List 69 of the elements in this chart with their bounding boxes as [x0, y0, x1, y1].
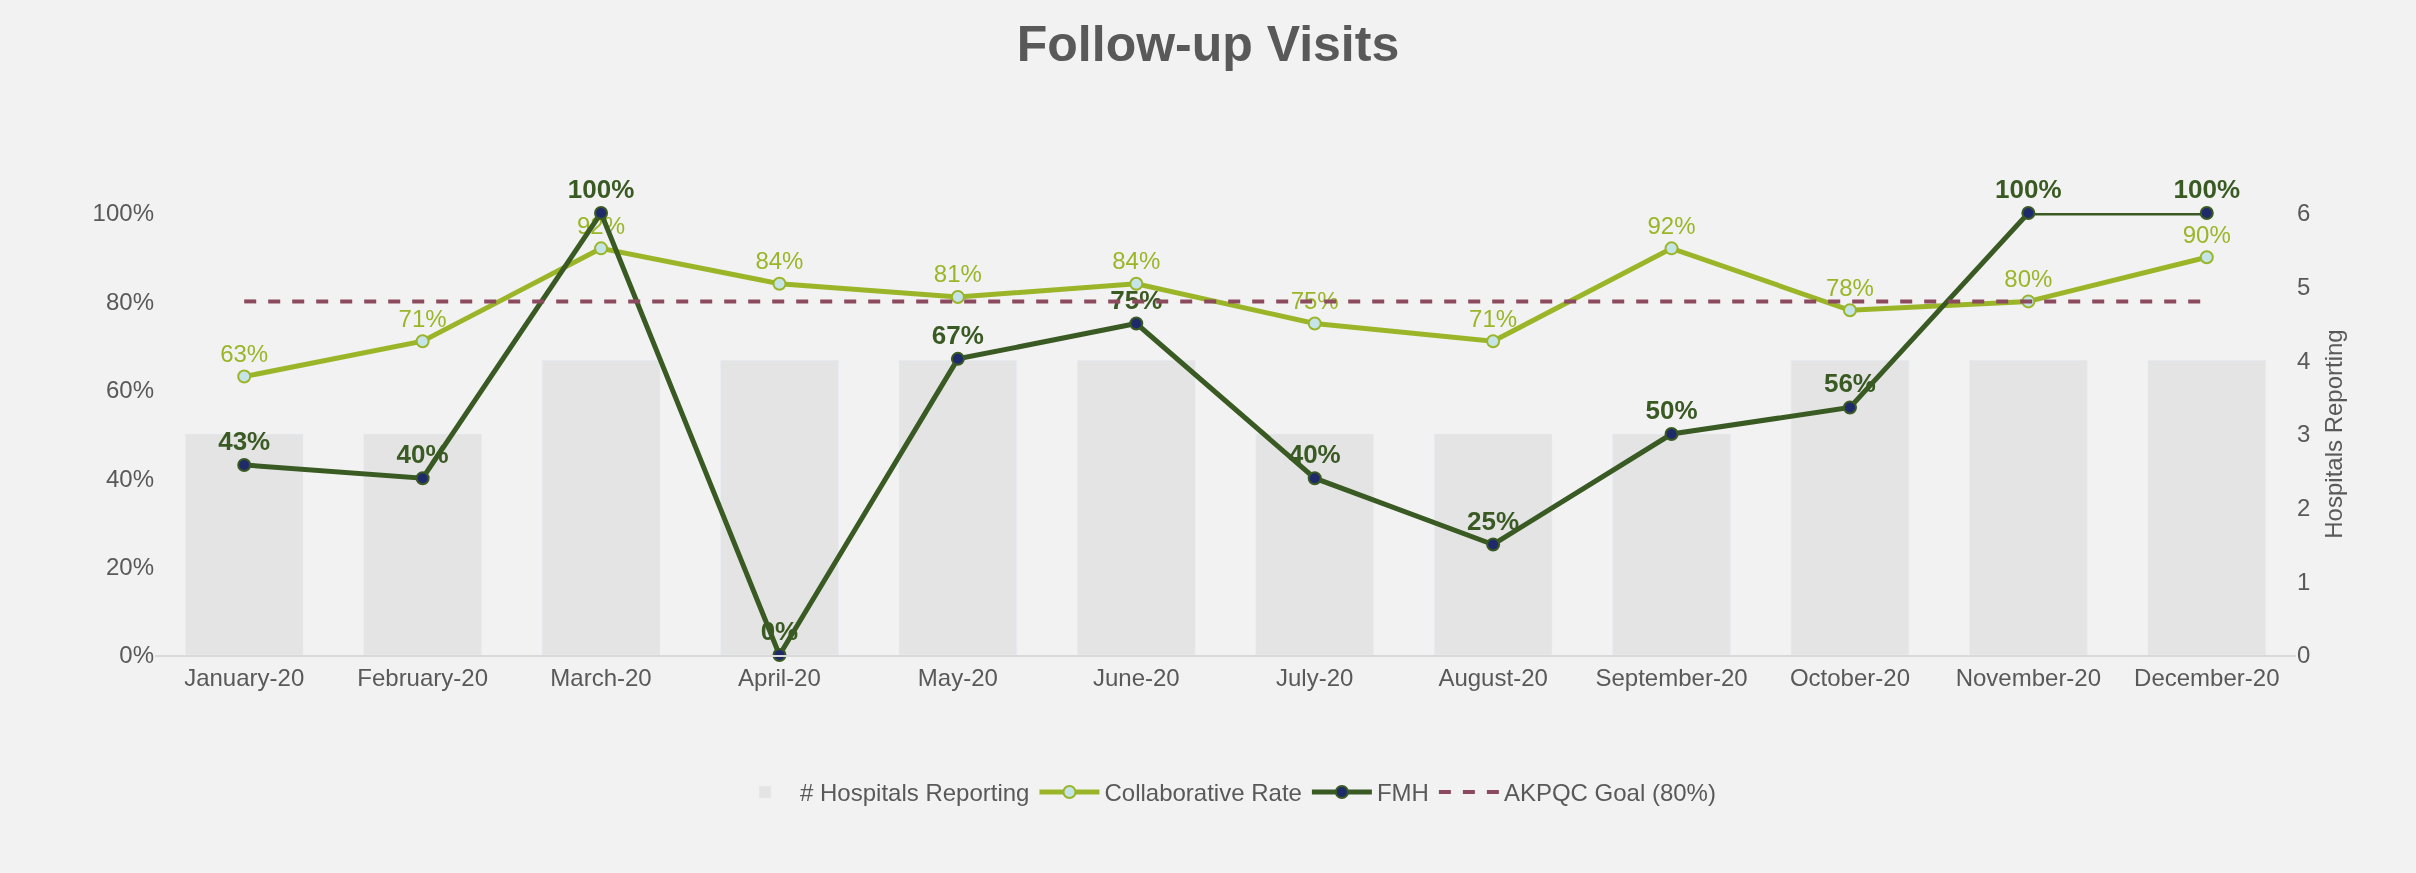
point [1486, 537, 1501, 552]
point [772, 276, 787, 291]
point [594, 241, 609, 256]
data-label: 78% [1825, 273, 1874, 301]
x-tick-label: June-20 [1092, 663, 1180, 691]
y-tick-label: 100% [92, 199, 154, 227]
point [950, 289, 965, 304]
data-label: 81% [933, 260, 982, 288]
y2-tick-label: 4 [2297, 346, 2311, 374]
data-label: 100% [567, 174, 635, 204]
data-label: 63% [220, 340, 269, 368]
point [1307, 316, 1322, 331]
point [237, 457, 252, 472]
point [2021, 206, 2036, 220]
y2-tick-label: 2 [2297, 494, 2311, 522]
data-label: 84% [755, 247, 804, 275]
y2-tick-label: 1 [2297, 567, 2311, 595]
y2-tick-label: 0 [2297, 641, 2311, 669]
point [1842, 400, 1857, 415]
point [415, 334, 430, 349]
chart-title: Follow-up Visits [1016, 16, 1400, 73]
x-tick-label: October-20 [1789, 663, 1910, 691]
y-tick-label: 20% [105, 553, 154, 580]
point [950, 351, 965, 366]
x-tick-label: January-20 [184, 663, 305, 691]
y2-tick-label: 3 [2297, 420, 2311, 448]
y2-tick-label: 6 [2297, 199, 2311, 227]
point [2199, 250, 2214, 265]
point [1486, 334, 1501, 349]
point [1664, 241, 1679, 256]
y-tick-label: 60% [105, 376, 154, 404]
data-label: 43% [218, 425, 271, 456]
data-label: 25% [1467, 505, 1520, 536]
point [415, 471, 430, 486]
x-tick-label: August-20 [1438, 663, 1548, 691]
point [237, 369, 252, 384]
x-tick-label: December-20 [2134, 663, 2280, 691]
data-label: 100% [1995, 174, 2062, 204]
data-label: 71% [398, 304, 447, 332]
x-tick-label: May-20 [917, 663, 998, 691]
data-label: 67% [931, 319, 984, 350]
point [1129, 316, 1144, 331]
point [2199, 206, 2214, 220]
y-tick-label: 80% [105, 287, 154, 315]
x-tick-label: April-20 [738, 663, 821, 691]
y-tick-label: 40% [105, 464, 154, 492]
point [1307, 471, 1322, 486]
x-tick-label: February-20 [357, 663, 488, 691]
data-label: 50% [1645, 395, 1698, 425]
x-tick-label: March-20 [550, 663, 652, 691]
x-tick-label: September-20 [1595, 663, 1748, 691]
y2-axis-title: Hospitals Reporting [2319, 329, 2347, 539]
data-label: 92% [1647, 211, 1696, 239]
y2-tick-label: 5 [2297, 273, 2311, 301]
x-tick-label: July-20 [1276, 663, 1354, 691]
data-label: 71% [1469, 304, 1518, 332]
point [1129, 276, 1144, 291]
data-label: 90% [2182, 220, 2231, 248]
legend-label: FMH [1376, 779, 1429, 807]
legend-label: Collaborative Rate [1104, 779, 1302, 807]
data-label: 80% [2004, 264, 2053, 292]
data-label: 84% [1112, 247, 1161, 275]
legend-label: # Hospitals Reporting [800, 779, 1030, 807]
y-tick-label: 0% [119, 641, 154, 669]
data-label: 100% [2173, 174, 2241, 204]
legend-label: AKPQC Goal (80%) [1503, 779, 1716, 807]
point [1842, 303, 1857, 318]
point [1664, 427, 1679, 441]
x-tick-label: November-20 [1955, 663, 2102, 691]
